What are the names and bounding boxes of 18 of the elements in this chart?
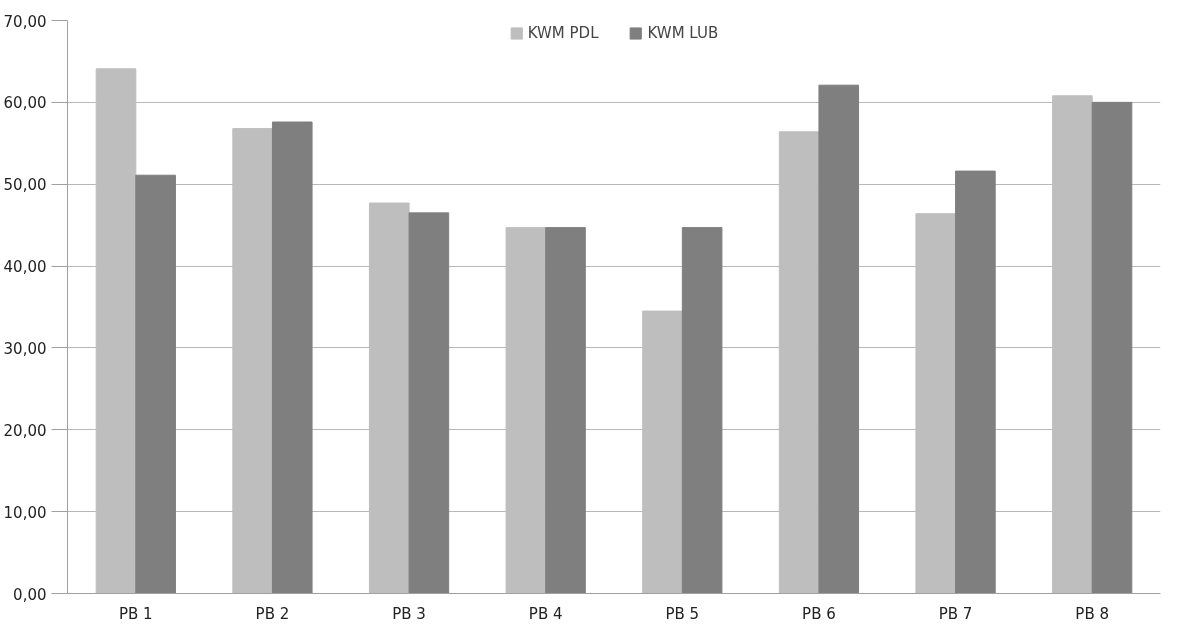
- legend-label: KWM LUB: [647, 24, 719, 42]
- y-tick-label: 30,00: [3, 339, 47, 358]
- x-tick-label: PB 8: [1075, 604, 1110, 623]
- x-tick-label: PB 4: [528, 604, 563, 623]
- x-tick-label: PB 5: [665, 604, 700, 623]
- x-tick-label: PB 1: [118, 604, 153, 623]
- y-tick-label: 70,00: [3, 12, 47, 31]
- x-tick-label: PB 6: [802, 604, 836, 623]
- y-tick-label: 40,00: [3, 258, 47, 277]
- x-tick-label: PB 3: [392, 604, 426, 623]
- x-tick-label: PB 7: [938, 604, 973, 623]
- y-tick-label: 20,00: [3, 421, 47, 440]
- x-tick-label: PB 2: [255, 604, 290, 623]
- legend-label: KWM PDL: [527, 24, 599, 42]
- y-tick-label: 0,00: [13, 585, 47, 604]
- y-tick-label: 60,00: [3, 94, 47, 113]
- y-tick-label: 10,00: [3, 503, 47, 522]
- y-tick-label: 50,00: [3, 176, 47, 195]
